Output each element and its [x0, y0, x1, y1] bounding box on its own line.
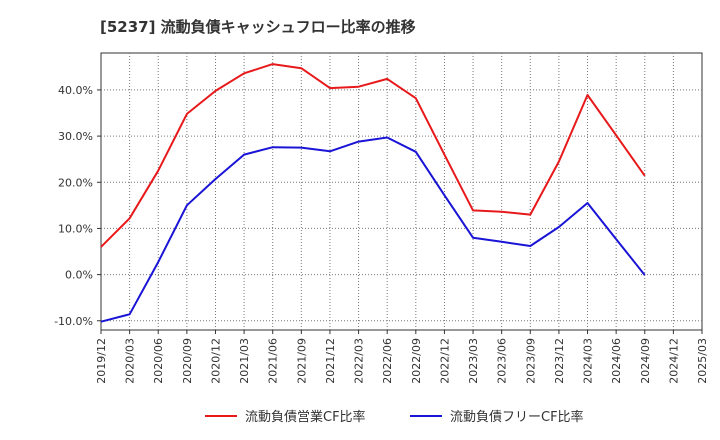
x-tick-label: 2019/12 — [95, 338, 108, 384]
legend-label-operating-cf: 流動負債営業CF比率 — [245, 410, 366, 425]
x-tick-label: 2024/06 — [610, 338, 623, 384]
x-tick-label: 2021/12 — [324, 338, 337, 384]
legend-swatch-free-cf — [410, 414, 442, 417]
legend-swatch-operating-cf — [205, 414, 237, 417]
x-tick-label: 2020/06 — [152, 338, 165, 384]
y-tick-label: 30.0% — [58, 130, 93, 143]
x-tick-label: 2022/06 — [381, 338, 394, 384]
y-tick-label: 40.0% — [58, 84, 93, 97]
x-tick-label: 2023/03 — [467, 338, 480, 384]
x-tick-label: 2021/09 — [295, 338, 308, 384]
x-tick-label: 2025/03 — [696, 338, 709, 384]
x-tick-label: 2023/09 — [524, 338, 537, 384]
chart-title: [5237] 流動負債キャッシュフロー比率の推移 — [100, 18, 416, 36]
y-tick-label: 0.0% — [65, 269, 93, 282]
legend-label-free-cf: 流動負債フリーCF比率 — [450, 410, 584, 425]
x-tick-label: 2022/12 — [438, 338, 451, 384]
y-tick-label: -10.0% — [54, 315, 93, 328]
y-tick-label: 20.0% — [58, 176, 93, 189]
series-line-operating-cf — [100, 63, 646, 248]
x-tick-label: 2020/12 — [209, 338, 222, 384]
x-tick-label: 2022/03 — [353, 338, 366, 384]
plot-area — [100, 52, 703, 331]
x-tick-label: 2021/03 — [238, 338, 251, 384]
x-tick-label: 2023/12 — [553, 338, 566, 384]
x-tick-label: 2023/06 — [496, 338, 509, 384]
legend-item-free-cf: 流動負債フリーCF比率 — [410, 406, 584, 425]
x-tick-label: 2024/03 — [582, 338, 595, 384]
x-tick-label: 2022/09 — [410, 338, 423, 384]
x-tick-label: 2021/06 — [267, 338, 280, 384]
x-tick-label: 2024/12 — [667, 338, 680, 384]
series-line-free-cf — [100, 136, 646, 323]
x-tick-label: 2024/09 — [639, 338, 652, 384]
x-tick-label: 2020/03 — [124, 338, 137, 384]
x-tick-label: 2020/09 — [181, 338, 194, 384]
legend-item-operating-cf: 流動負債営業CF比率 — [205, 406, 366, 425]
y-tick-label: 10.0% — [58, 222, 93, 235]
